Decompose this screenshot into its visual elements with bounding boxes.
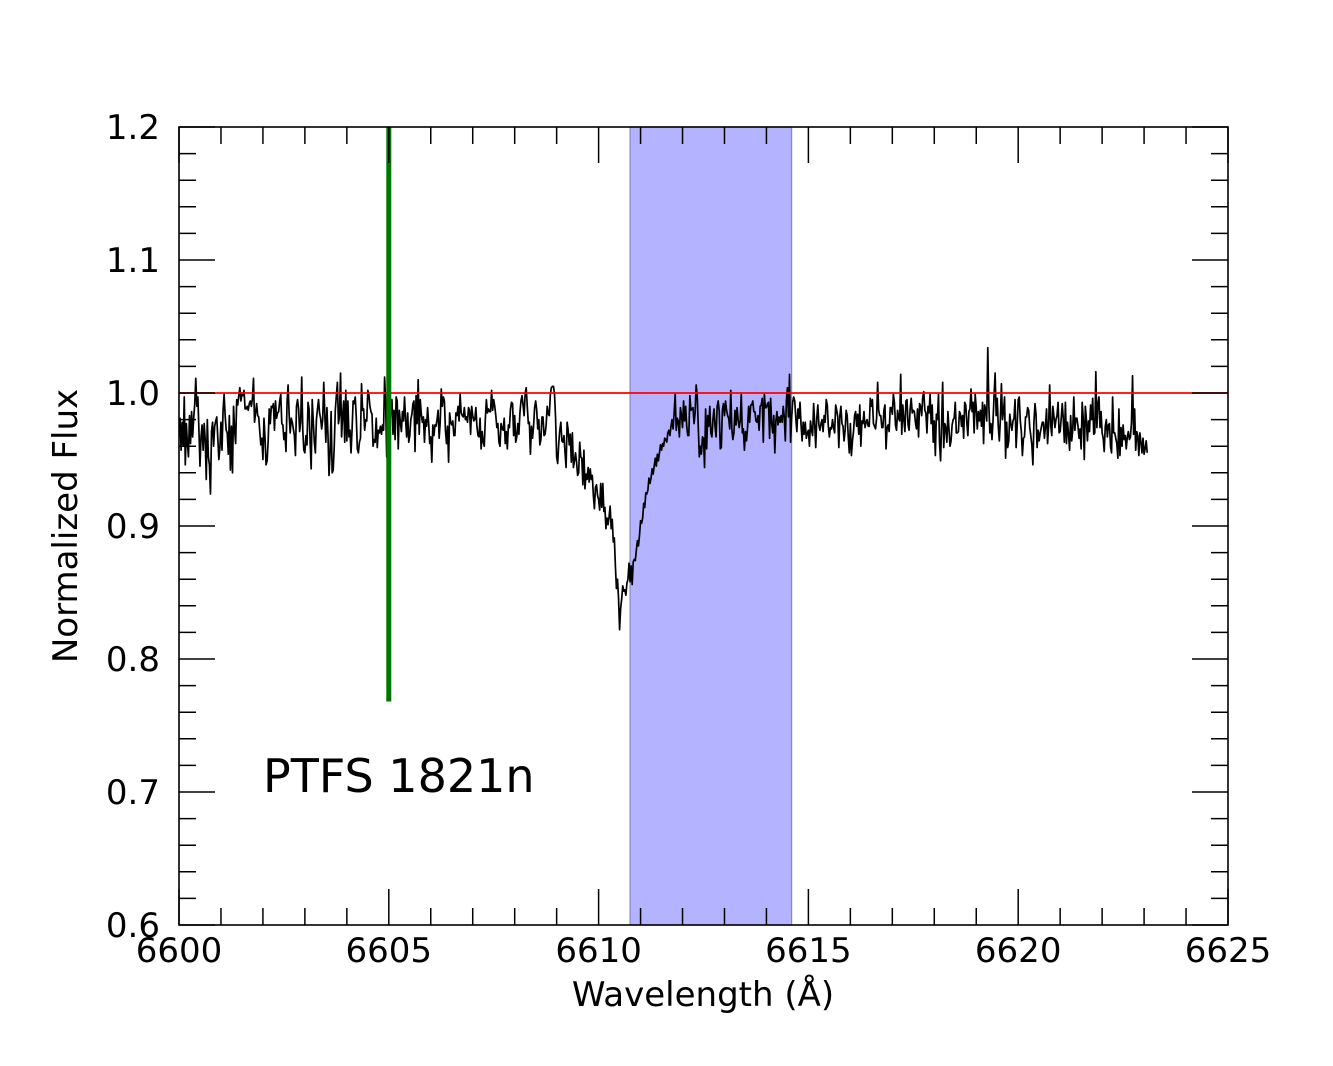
tick-labels: 6600 6605 6610 6615 6620 6625 0.6 0.7 0.8 0.9 1.0 1… <box>106 108 1271 971</box>
object-annotation: PTFS 1821n <box>263 749 535 803</box>
x-tick-label: 6620 <box>975 931 1062 971</box>
y-tick-label: 1.0 <box>106 374 160 414</box>
y-tick-label: 0.9 <box>106 507 160 547</box>
y-axis-title: Normalized Flux <box>46 389 86 663</box>
shaded-band <box>629 126 793 926</box>
x-tick-label: 6610 <box>555 931 642 971</box>
y-tick-label: 0.7 <box>106 773 160 813</box>
ticks-layer <box>178 126 1229 926</box>
x-tick-label: 6615 <box>765 931 852 971</box>
y-tick-label: 0.8 <box>106 640 160 680</box>
x-tick-label: 6605 <box>346 931 433 971</box>
spectrum-layer <box>179 346 1149 631</box>
y-tick-label: 0.6 <box>106 906 160 946</box>
plot-frame <box>178 126 1229 926</box>
y-tick-label: 1.1 <box>106 241 160 281</box>
x-tick-label: 6600 <box>136 931 223 971</box>
overlay-layer <box>179 127 1228 702</box>
y-tick-label: 1.2 <box>106 108 160 148</box>
spectrum-line <box>179 346 1149 631</box>
x-axis-title: Wavelength (Å) <box>572 974 834 1015</box>
shaded-band-layer <box>629 126 793 926</box>
x-tick-label: 6625 <box>1185 931 1272 971</box>
